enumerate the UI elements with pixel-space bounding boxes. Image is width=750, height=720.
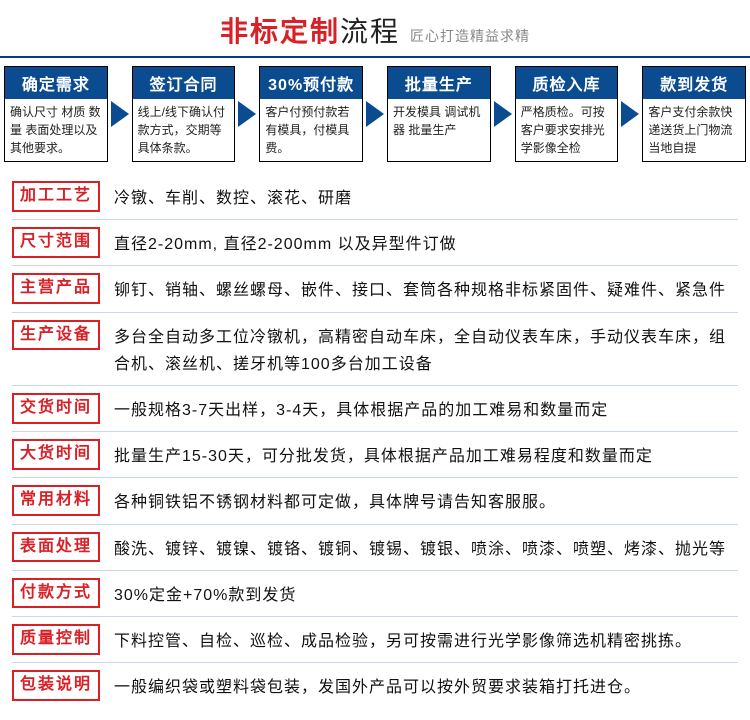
detail-value: 铆钉、销轴、螺丝螺母、嵌件、接口、套筒各种规格非标紧固件、疑难件、紧急件 xyxy=(100,273,738,304)
flow-step-body: 开发模具 调试机器 批量生产 xyxy=(388,99,490,143)
detail-row: 付款方式30%定金+70%款到发货 xyxy=(12,570,738,616)
detail-label: 包装说明 xyxy=(12,670,100,701)
detail-value: 各种铜铁铝不锈钢材料都可定做，具体牌号请告知客服服。 xyxy=(100,485,738,516)
arrow-right-icon xyxy=(365,101,385,127)
detail-label: 质量控制 xyxy=(12,624,100,655)
detail-value: 30%定金+70%款到发货 xyxy=(100,578,738,609)
flow-step: 款到发货客户支付余款快递送货上门物流当地自提 xyxy=(642,66,746,162)
detail-label: 付款方式 xyxy=(12,578,100,609)
flow-step-title: 签订合同 xyxy=(133,67,235,99)
detail-row: 大货时间批量生产15-30天，可分批发货，具体根据产品加工难易程度和数量而定 xyxy=(12,431,738,477)
detail-label: 尺寸范围 xyxy=(12,227,100,258)
flow-step: 签订合同线上/线下确认付款方式，交期等具体条款。 xyxy=(132,66,236,162)
flow-step: 确定需求确认尺寸 材质 数量 表面处理以及其他要求。 xyxy=(4,66,108,162)
detail-label: 常用材料 xyxy=(12,485,100,516)
detail-row: 交货时间一般规格3-7天出样，3-4天，具体根据产品的加工难易和数量而定 xyxy=(12,385,738,431)
flow-step-title: 批量生产 xyxy=(388,67,490,99)
detail-value: 一般规格3-7天出样，3-4天，具体根据产品的加工难易和数量而定 xyxy=(100,393,738,424)
detail-value: 一般编织袋或塑料袋包装，发国外产品可以按外贸要求装箱打托进仓。 xyxy=(100,670,738,701)
detail-row: 加工工艺冷镦、车削、数控、滚花、研磨 xyxy=(12,174,738,219)
detail-row: 常用材料各种铜铁铝不锈钢材料都可定做，具体牌号请告知客服服。 xyxy=(12,477,738,523)
detail-value: 批量生产15-30天，可分批发货，具体根据产品加工难易程度和数量而定 xyxy=(100,439,738,470)
detail-row: 质量控制下料控管、自检、巡检、成品检验，另可按需进行光学影像筛选机精密挑拣。 xyxy=(12,616,738,662)
flow-step-title: 30%预付款 xyxy=(260,67,362,99)
flow-step-title: 款到发货 xyxy=(643,67,745,99)
flow-step-body: 确认尺寸 材质 数量 表面处理以及其他要求。 xyxy=(5,99,107,161)
flow-step: 30%预付款客户付预付款若有模具，付模具费。 xyxy=(259,66,363,162)
detail-value: 酸洗、镀锌、镀镍、镀铬、镀铜、镀锡、镀银、喷涂、喷漆、喷塑、烤漆、抛光等 xyxy=(100,532,738,563)
arrow-right-icon xyxy=(620,101,640,127)
detail-row: 包装说明一般编织袋或塑料袋包装，发国外产品可以按外贸要求装箱打托进仓。 xyxy=(12,662,738,708)
detail-row: 生产设备多台全自动多工位冷镦机，高精密自动车床，全自动仪表车床，手动仪表车床，组… xyxy=(12,312,738,385)
flow-step-body: 严格质检。可按客户要求安排光学影像全检 xyxy=(516,99,618,161)
flow-step-body: 客户付预付款若有模具，付模具费。 xyxy=(260,99,362,161)
detail-label: 表面处理 xyxy=(12,532,100,563)
arrow-right-icon xyxy=(493,101,513,127)
arrow-right-icon xyxy=(237,101,257,127)
flow-step-title: 质检入库 xyxy=(516,67,618,99)
flow-step-title: 确定需求 xyxy=(5,67,107,99)
arrow-right-icon xyxy=(110,101,130,127)
detail-value: 冷镦、车削、数控、滚花、研磨 xyxy=(100,181,738,212)
detail-value: 多台全自动多工位冷镦机，高精密自动车床，全自动仪表车床，手动仪表车床，组合机、滚… xyxy=(100,320,738,378)
detail-label: 大货时间 xyxy=(12,439,100,470)
detail-value: 直径2-20mm, 直径2-200mm 以及异型件订做 xyxy=(100,227,738,258)
detail-table: 加工工艺冷镦、车削、数控、滚花、研磨尺寸范围直径2-20mm, 直径2-200m… xyxy=(0,172,750,720)
header-title-black: 流程 xyxy=(340,10,400,50)
flow-step: 批量生产开发模具 调试机器 批量生产 xyxy=(387,66,491,162)
detail-row: 尺寸范围直径2-20mm, 直径2-200mm 以及异型件订做 xyxy=(12,219,738,265)
detail-label: 交货时间 xyxy=(12,393,100,424)
flow-step-body: 线上/线下确认付款方式，交期等具体条款。 xyxy=(133,99,235,161)
header-title-red: 非标定制 xyxy=(220,10,340,50)
process-flow: 确定需求确认尺寸 材质 数量 表面处理以及其他要求。签订合同线上/线下确认付款方… xyxy=(0,58,750,172)
detail-label: 主营产品 xyxy=(12,273,100,304)
detail-row: 表面处理酸洗、镀锌、镀镍、镀铬、镀铜、镀锡、镀银、喷涂、喷漆、喷塑、烤漆、抛光等 xyxy=(12,524,738,570)
detail-label: 加工工艺 xyxy=(12,181,100,212)
detail-label: 生产设备 xyxy=(12,320,100,351)
detail-row: 主营产品铆钉、销轴、螺丝螺母、嵌件、接口、套筒各种规格非标紧固件、疑难件、紧急件 xyxy=(12,265,738,311)
flow-step: 质检入库严格质检。可按客户要求安排光学影像全检 xyxy=(515,66,619,162)
detail-value: 下料控管、自检、巡检、成品检验，另可按需进行光学影像筛选机精密挑拣。 xyxy=(100,624,738,655)
page-header: 非标定制 流程 匠心打造精益求精 xyxy=(0,0,750,58)
header-subtitle: 匠心打造精益求精 xyxy=(410,26,530,46)
flow-step-body: 客户支付余款快递送货上门物流当地自提 xyxy=(643,99,745,161)
